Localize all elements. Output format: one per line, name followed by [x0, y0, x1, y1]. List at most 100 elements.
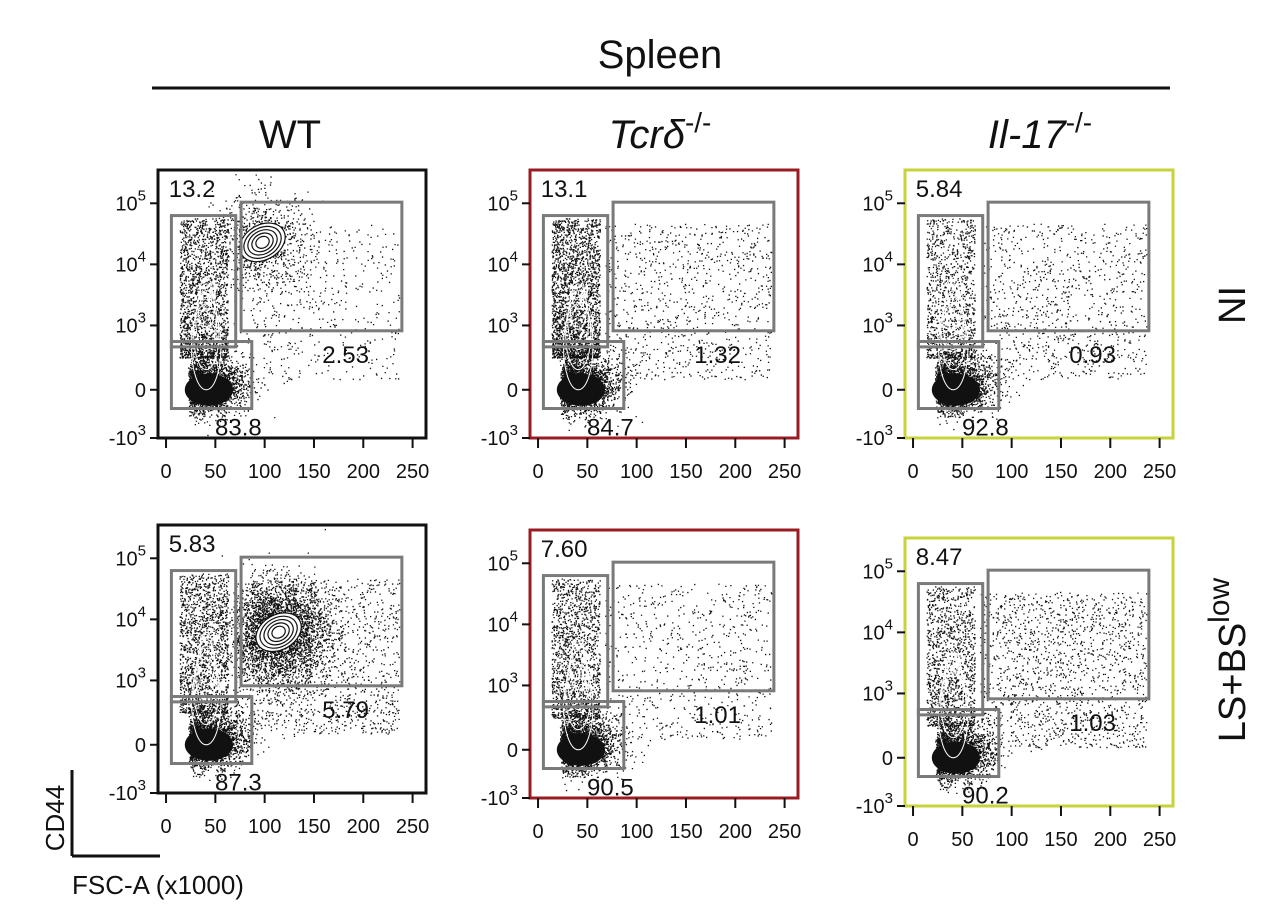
density-contour [556, 373, 606, 406]
y-tick-label-exponent: 4 [510, 248, 518, 265]
x-tick-label: 100 [248, 461, 281, 483]
y-tick-label-base: 0 [135, 380, 146, 402]
y-tick-label: 0 [135, 735, 146, 757]
x-tick-label: 150 [1044, 461, 1077, 483]
y-tick-label-base: 10 [115, 609, 137, 631]
x-tick-label: 50 [204, 461, 226, 483]
gate-value-label: 1.01 [694, 702, 741, 729]
y-tick-label-base: 10 [487, 254, 509, 276]
x-tick-label: 150 [297, 816, 330, 838]
row-label-superscript: low [1203, 577, 1236, 622]
y-tick-label-exponent: 5 [138, 187, 146, 204]
y-tick-label-exponent: 3 [138, 422, 146, 439]
y-tick-label: -103 [856, 422, 893, 450]
gate-cd44-high-fsc-low [169, 214, 238, 349]
y-tick-label-base: -10 [109, 783, 138, 805]
axis-key-y-label: CD44 [40, 785, 70, 851]
y-tick-label: 0 [882, 748, 893, 770]
row-label-text: NI [1212, 286, 1254, 324]
x-tick-label: 100 [248, 816, 281, 838]
density-contour [571, 636, 585, 670]
column-headers: WT Tcrδ-/- Il-17-/- [259, 107, 1092, 157]
gate-value-label: 2.53 [322, 342, 369, 369]
gate-value-label: 92.8 [962, 414, 1009, 441]
density-contour [255, 235, 270, 249]
density-contour [193, 296, 220, 371]
gate-value-label: 1.03 [1069, 710, 1116, 737]
y-tick-label: 0 [135, 380, 146, 402]
y-tick-label-exponent: 3 [138, 664, 146, 681]
y-tick-label: 105 [487, 547, 518, 575]
density-contour [567, 650, 590, 711]
event-dots [926, 586, 1148, 794]
x-tick-label: 150 [297, 461, 330, 483]
x-tick-label: 150 [1044, 829, 1077, 851]
x-tick-label: 200 [719, 821, 752, 843]
gate-value-label: 90.5 [587, 774, 634, 801]
density-contour [944, 651, 963, 698]
density-contour [942, 658, 965, 719]
x-tick-label: 50 [576, 821, 598, 843]
y-tick-label: 105 [862, 555, 893, 583]
density-contour [940, 296, 967, 371]
density-contour [259, 615, 298, 649]
density-contour [565, 296, 592, 371]
gate-value-label: 8.47 [916, 544, 963, 571]
event-dots [551, 218, 773, 431]
x-tick-label: 100 [995, 461, 1028, 483]
column-header-name: Tcrδ [609, 113, 686, 157]
x-tick-label: 100 [995, 829, 1028, 851]
y-tick-label-base: 10 [487, 315, 509, 337]
y-tick-label-base: 10 [115, 315, 137, 337]
column-header-name: WT [259, 113, 321, 157]
y-tick-label-base: 10 [862, 683, 884, 705]
density-contour [263, 618, 294, 646]
gate-cd44-high-fsc-high [611, 560, 776, 693]
y-tick-label: 103 [115, 309, 146, 337]
y-tick-label: -103 [481, 782, 518, 810]
y-tick-label-exponent: 5 [885, 555, 893, 572]
gate-cd44-high-fsc-high [611, 200, 776, 333]
gate-cd44-low [169, 695, 254, 766]
y-tick-label: 103 [862, 677, 893, 705]
column-header-superscript: -/- [685, 107, 711, 138]
y-tick-label: 103 [487, 309, 518, 337]
density-contour [199, 631, 213, 665]
y-tick-label: 103 [487, 669, 518, 697]
gate-cd44-high-fsc-low [169, 569, 238, 704]
x-tick-label: 50 [576, 461, 598, 483]
gate-cd44-high-fsc-low [541, 214, 610, 349]
y-tick-label-base: 0 [882, 748, 893, 770]
y-tick-label-base: 10 [115, 193, 137, 215]
y-tick-label: 103 [862, 309, 893, 337]
density-contour [565, 656, 592, 731]
y-tick-label-base: 0 [135, 735, 146, 757]
y-tick-label-base: -10 [856, 428, 885, 450]
event-dots [926, 218, 1148, 431]
density-contour [195, 290, 218, 351]
density-contour [569, 643, 588, 690]
column-header-tcrd: Tcrδ-/- [609, 107, 712, 157]
y-tick-label-base: 10 [862, 254, 884, 276]
y-tick-label-base: 10 [487, 193, 509, 215]
density-contour [243, 225, 282, 259]
density-contour [197, 283, 216, 330]
x-tick-label: 0 [907, 829, 918, 851]
gate-cd44-high-fsc-low [916, 582, 985, 717]
y-tick-label-base: 10 [115, 670, 137, 692]
y-tick-label-base: 10 [862, 193, 884, 215]
column-header-superscript: -/- [1066, 107, 1092, 138]
row-label-lsbs: LS+BSlow [1203, 577, 1254, 742]
gate-cd44-low [169, 340, 254, 411]
x-tick-label: 150 [669, 461, 702, 483]
density-contour [184, 728, 234, 761]
y-tick-label: 104 [862, 616, 893, 644]
y-tick-label-exponent: 3 [138, 309, 146, 326]
gate-cd44-low [541, 700, 626, 771]
y-tick-label: -103 [856, 790, 893, 818]
density-contour [193, 651, 220, 726]
